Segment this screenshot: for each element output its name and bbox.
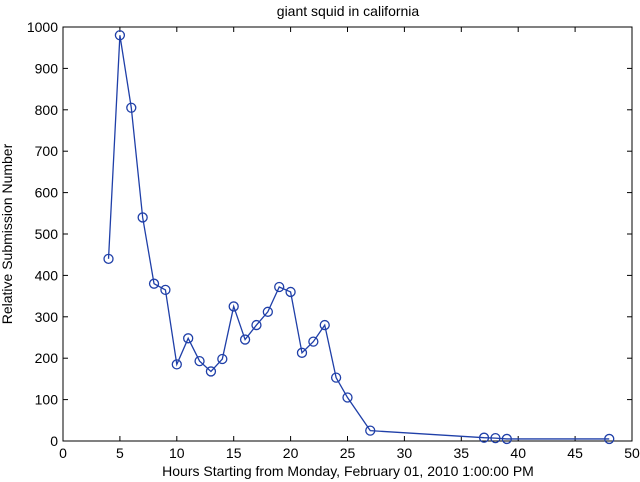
data-point bbox=[604, 433, 615, 445]
x-tick-label: 45 bbox=[567, 445, 583, 461]
data-point bbox=[103, 253, 114, 264]
data-point bbox=[137, 212, 148, 223]
y-tick-label: 500 bbox=[35, 226, 59, 242]
data-point bbox=[342, 392, 353, 403]
data-point bbox=[194, 355, 205, 367]
y-tick-label: 400 bbox=[35, 267, 59, 283]
y-tick-label: 900 bbox=[35, 60, 59, 76]
data-point bbox=[365, 425, 376, 436]
y-tick-label: 800 bbox=[35, 102, 59, 118]
data-point bbox=[228, 301, 239, 312]
x-tick-label: 50 bbox=[624, 445, 640, 461]
chart-title: giant squid in california bbox=[277, 3, 420, 19]
y-tick-label: 1000 bbox=[27, 19, 58, 35]
x-tick-label: 20 bbox=[283, 445, 299, 461]
y-tick-label: 700 bbox=[35, 143, 59, 159]
data-point bbox=[262, 306, 273, 317]
data-point bbox=[114, 30, 126, 41]
y-axis: 0 100 200 300 400 500 600 700 800 900 1000 bbox=[27, 19, 632, 449]
data-point bbox=[160, 284, 171, 296]
x-tick-label: 25 bbox=[340, 445, 356, 461]
data-point bbox=[285, 286, 296, 298]
series-line bbox=[107, 35, 610, 440]
x-tick-label: 5 bbox=[116, 445, 124, 461]
x-tick-label: 10 bbox=[169, 445, 185, 461]
series-line-group bbox=[103, 30, 615, 445]
data-point bbox=[183, 333, 194, 344]
data-point bbox=[251, 319, 262, 331]
data-point bbox=[205, 366, 217, 377]
y-tick-label: 300 bbox=[35, 309, 59, 325]
data-point bbox=[319, 319, 330, 331]
x-tick-label: 35 bbox=[454, 445, 470, 461]
data-point bbox=[478, 432, 490, 443]
x-tick-label: 40 bbox=[510, 445, 526, 461]
x-axis: 0 5 10 15 20 25 30 35 40 45 50 bbox=[59, 27, 640, 461]
x-tick-label: 0 bbox=[59, 445, 67, 461]
data-point bbox=[217, 353, 228, 365]
data-point bbox=[490, 432, 501, 444]
data-point bbox=[171, 359, 182, 370]
data-point bbox=[126, 102, 137, 113]
y-tick-label: 0 bbox=[50, 433, 58, 449]
y-tick-label: 200 bbox=[35, 350, 59, 366]
plot-area bbox=[62, 26, 633, 442]
data-point bbox=[274, 281, 285, 293]
y-axis-title: Relative Submission Number bbox=[0, 143, 15, 324]
y-tick-label: 100 bbox=[35, 392, 59, 408]
data-point bbox=[501, 433, 512, 445]
y-tick-label: 600 bbox=[35, 185, 59, 201]
data-point bbox=[239, 334, 251, 345]
x-tick-label: 15 bbox=[226, 445, 242, 461]
x-axis-title: Hours Starting from Monday, February 01,… bbox=[162, 463, 534, 479]
data-point bbox=[308, 336, 319, 347]
data-point bbox=[148, 278, 160, 289]
data-point bbox=[330, 372, 342, 383]
x-tick-label: 30 bbox=[397, 445, 413, 461]
data-point bbox=[296, 347, 308, 358]
